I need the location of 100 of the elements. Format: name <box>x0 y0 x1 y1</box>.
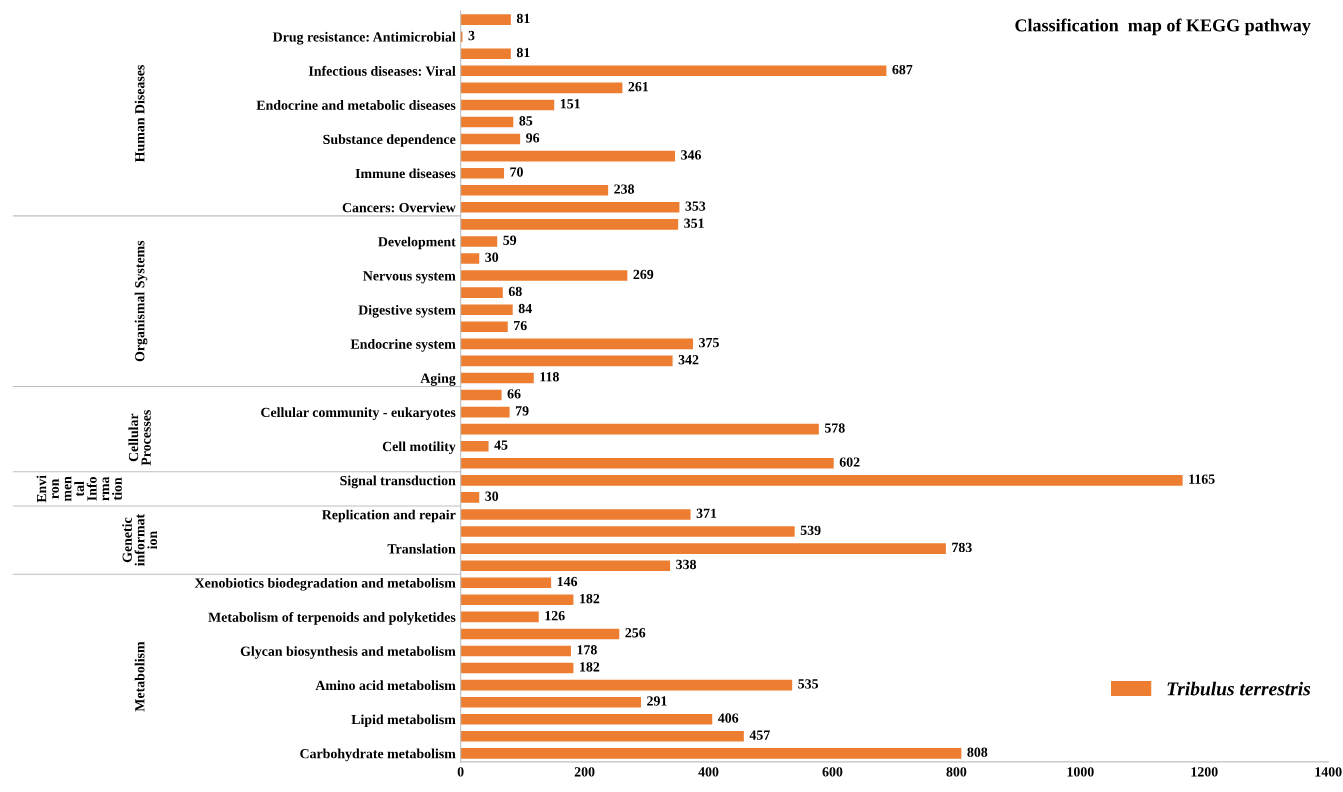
bar <box>460 14 511 25</box>
legend-label: Tribulus terrestris <box>1167 681 1311 696</box>
bar <box>460 594 574 606</box>
data-label: 256 <box>625 628 646 638</box>
bar <box>460 457 834 469</box>
data-label: 261 <box>628 82 649 92</box>
bar <box>460 628 620 640</box>
text: Human Diseases <box>134 65 145 163</box>
data-label: 30 <box>485 491 499 501</box>
chart-title: Classification map of KEGG pathway <box>1015 18 1311 36</box>
bar <box>460 372 534 384</box>
data-label: 291 <box>647 696 667 706</box>
y-tick-label: Replication and repair <box>322 509 456 523</box>
bar <box>460 202 680 213</box>
bar <box>460 509 691 520</box>
bar <box>460 492 480 503</box>
bar <box>460 65 887 77</box>
x-tick-label: 0 <box>457 767 464 777</box>
y-tick-label: Endocrine and metabolic diseases <box>256 100 456 110</box>
x-tick-label: 400 <box>698 767 719 777</box>
x-tick-label: 1400 <box>1315 767 1342 777</box>
bar <box>460 219 679 230</box>
bar <box>460 440 489 452</box>
bar <box>460 99 555 111</box>
y-tick-label: Amino acid metabolism <box>315 680 456 691</box>
data-label: 808 <box>967 747 988 757</box>
bar <box>460 731 744 742</box>
data-label: 182 <box>580 593 600 604</box>
bar <box>460 696 641 708</box>
bar <box>460 645 571 657</box>
data-label: 371 <box>696 508 717 518</box>
y-tick-label: Aging <box>420 373 456 386</box>
bar <box>460 150 676 162</box>
data-label: 375 <box>699 337 719 348</box>
y-tick-label: Substance dependence <box>323 134 456 147</box>
bar <box>460 611 539 623</box>
bar <box>460 338 694 350</box>
bar <box>460 389 502 401</box>
data-label: 81 <box>516 13 530 24</box>
bar <box>460 48 511 60</box>
y-tick-label: Glycan biosynthesis and metabolism <box>240 646 456 659</box>
data-label: 182 <box>580 662 600 672</box>
data-label: 578 <box>824 423 845 433</box>
data-label: 783 <box>952 542 972 553</box>
data-label: 178 <box>577 645 597 655</box>
data-label: 3 <box>468 30 475 41</box>
x-tick-label: 800 <box>946 767 967 777</box>
y-tick-label: Translation <box>387 543 456 554</box>
data-label: 59 <box>503 235 517 245</box>
bar <box>460 560 671 571</box>
y-tick-label: Development <box>378 236 456 250</box>
data-label: 1165 <box>1189 474 1215 484</box>
x-tick-label: 200 <box>574 767 595 777</box>
data-label: 81 <box>516 47 530 58</box>
data-label: 342 <box>678 355 699 365</box>
bar <box>460 184 609 196</box>
data-label: 338 <box>676 559 697 570</box>
bar <box>460 526 795 537</box>
data-label: 96 <box>526 133 540 143</box>
text: Metabolism <box>134 641 145 712</box>
data-label: 687 <box>892 64 913 75</box>
data-label: 269 <box>633 269 654 280</box>
bar <box>460 679 793 691</box>
bar <box>460 475 1183 486</box>
text: Organismal Systems <box>134 240 148 362</box>
bar <box>460 577 552 589</box>
bar <box>460 713 713 725</box>
bar <box>460 748 962 759</box>
bar <box>460 355 673 367</box>
bar <box>460 543 946 554</box>
bar <box>460 321 508 333</box>
bar <box>460 304 513 315</box>
y-tick-label: Immune diseases <box>355 168 456 179</box>
data-label: 535 <box>798 679 819 689</box>
data-label: 406 <box>717 713 739 723</box>
bar <box>460 662 574 674</box>
data-label: 76 <box>514 320 527 331</box>
data-label: 146 <box>557 576 578 587</box>
data-label: 351 <box>684 218 704 228</box>
y-tick-label: Lipid metabolism <box>351 714 456 728</box>
y-tick-label: Carbohydrate metabolism <box>300 748 456 762</box>
text: Cellular Processes <box>128 410 151 466</box>
data-label: 79 <box>515 406 529 416</box>
data-label: 602 <box>839 457 860 467</box>
y-tick-label: Metabolism of terpenoids and polyketides <box>208 611 456 625</box>
bar <box>460 116 514 128</box>
y-tick-label: Nervous system <box>363 271 456 284</box>
bar <box>460 133 521 145</box>
data-label: 85 <box>519 116 533 126</box>
x-tick-label: 1200 <box>1191 767 1218 777</box>
data-label: 457 <box>749 730 770 740</box>
y-tick-label: Cellular community - eukaryotes <box>261 407 456 420</box>
data-label: 118 <box>540 372 559 382</box>
data-label: 151 <box>560 99 580 109</box>
y-tick-label: Cell motility <box>382 441 456 455</box>
data-label: 45 <box>494 440 508 450</box>
data-label: 238 <box>614 184 635 194</box>
bar <box>460 253 480 264</box>
text: Genetic informat ion <box>122 513 158 566</box>
y-tick-label: Endocrine system <box>350 339 456 352</box>
